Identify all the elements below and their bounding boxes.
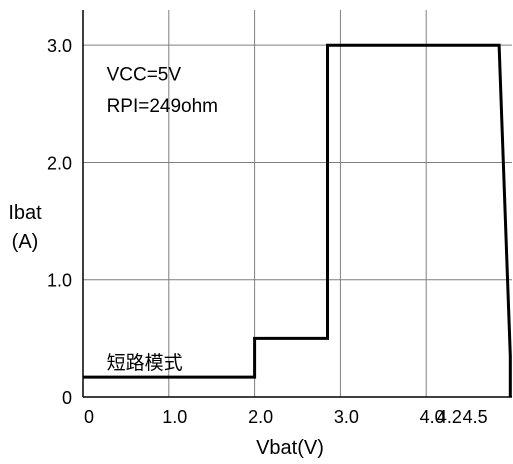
y-axis-label-line-2: (A) [12, 231, 39, 253]
tick-labels: 0 1.0 2.0 3.0 4.04.2 4.5 0 1.0 2.0 3.0 [47, 36, 488, 427]
y-tick-label: 1.0 [47, 271, 72, 291]
x-tick-label: 2.0 [248, 407, 273, 427]
x-tick-label: 0 [84, 407, 94, 427]
y-tick-label: 0 [62, 388, 72, 408]
grid [82, 10, 512, 398]
x-axis-label: Vbat(V) [256, 437, 324, 459]
y-axis-label-line-1: Ibat [8, 202, 42, 224]
x-tick-label: 4.5 [463, 407, 488, 427]
x-tick-label: 3.0 [334, 407, 359, 427]
annotations: VCC=5V RPI=249ohm 短路模式 [107, 64, 218, 373]
series-layer [83, 43, 512, 397]
chart-annotation: 短路模式 [107, 352, 183, 374]
y-tick-label: 3.0 [47, 36, 72, 56]
x-tick-label: 1.0 [162, 407, 187, 427]
chart-annotation: VCC=5V [107, 64, 182, 85]
chart-annotation: RPI=249ohm [107, 96, 218, 117]
x-tick-label: 4.0 [420, 407, 445, 427]
y-tick-label: 2.0 [47, 153, 72, 173]
series-line [83, 43, 512, 397]
x-tick-label: 4.2 [437, 407, 462, 427]
